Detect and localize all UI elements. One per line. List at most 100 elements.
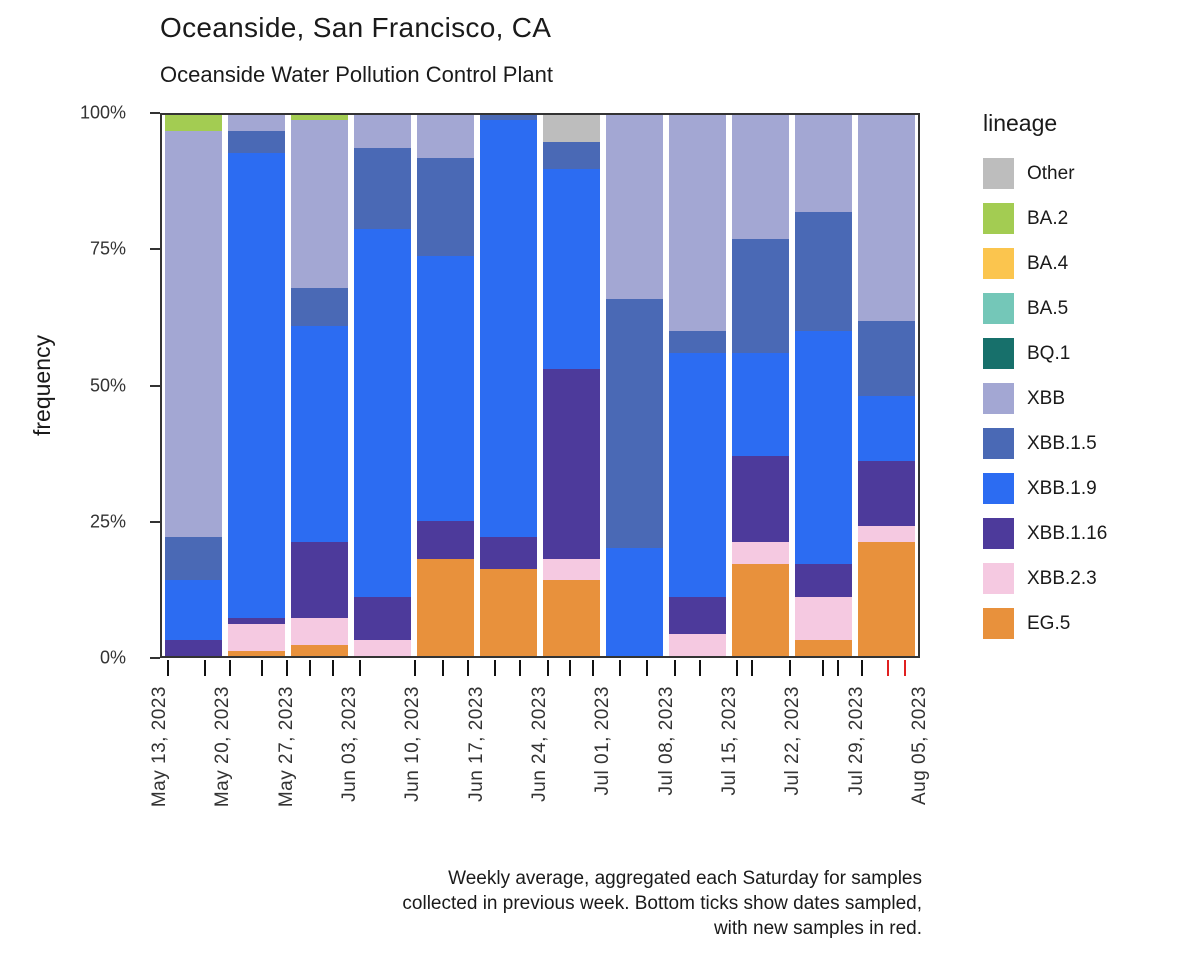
- legend-item-BA.2: BA.2: [983, 196, 1107, 241]
- sample-tick: [358, 660, 361, 676]
- sample-tick: [699, 660, 702, 676]
- bar-segment-XBB.1.16: [291, 542, 348, 619]
- y-tick-mark: [150, 384, 160, 387]
- x-tick-label: Jun 24, 2023: [529, 686, 550, 802]
- legend-swatch: [983, 428, 1014, 459]
- legend-item-XBB: XBB: [983, 376, 1107, 421]
- stacked-bar: [354, 115, 411, 656]
- bar-segment-XBB: [858, 115, 915, 321]
- stacked-bar: [543, 115, 600, 656]
- chart-subtitle: Oceanside Water Pollution Control Plant: [160, 62, 553, 87]
- legend-item-EG.5: EG.5: [983, 601, 1107, 646]
- bar-week-1: [162, 115, 225, 656]
- x-tick-label: Jul 01, 2023: [592, 686, 614, 796]
- legend-item-BA.5: BA.5: [983, 286, 1107, 331]
- x-tick-label: Jul 22, 2023: [782, 686, 804, 796]
- bar-week-2: [225, 115, 288, 656]
- bar-week-12: [855, 115, 918, 656]
- x-tick-label: Jun 17, 2023: [465, 686, 487, 802]
- bar-segment-XBB.1.9: [858, 396, 915, 462]
- x-tick-label: May 20, 2023: [212, 686, 234, 808]
- bar-segment-XBB.2.3: [291, 618, 348, 646]
- bar-week-9: [666, 115, 729, 656]
- stacked-bar: [606, 115, 663, 656]
- legend-items: Other BA.2 BA.4 BA.5 BQ.1 XBB XBB.1.5 XBB.1.9 XB…: [983, 151, 1107, 646]
- bar-segment-EG.5: [417, 558, 474, 656]
- bar-segment-XBB.1.16: [732, 455, 789, 543]
- bar-segment-EG.5: [480, 569, 537, 656]
- bar-segment-BA.2: [291, 115, 348, 121]
- bar-segment-EG.5: [858, 542, 915, 656]
- bar-segment-XBB.1.16: [480, 537, 537, 570]
- bar-segment-XBB: [228, 115, 285, 132]
- bar-segment-XBB: [354, 115, 411, 148]
- bar-week-11: [792, 115, 855, 656]
- bar-segment-XBB.2.3: [228, 623, 285, 651]
- legend-swatch: [983, 518, 1014, 549]
- legend-swatch: [983, 158, 1014, 189]
- legend-swatch: [983, 608, 1014, 639]
- y-tick-label: 50%: [89, 375, 126, 395]
- sample-tick: [466, 660, 469, 676]
- y-tick-label: 0%: [99, 647, 126, 668]
- legend-label: XBB.1.16: [1027, 522, 1108, 544]
- bar-segment-EG.5: [795, 639, 852, 656]
- bar-segment-EG.5: [228, 650, 285, 656]
- x-axis-labels: May 13, 2023 May 20, 2023 May 27, 2023 Jun …: [149, 686, 930, 866]
- bar-segment-XBB.2.3: [669, 634, 726, 656]
- sample-tick: [618, 660, 621, 676]
- x-tick-label: May 27, 2023: [275, 686, 297, 808]
- sample-tick: [519, 660, 522, 676]
- legend-item-XBB.1.5: XBB.1.5: [983, 421, 1107, 466]
- bar-segment-XBB.1.16: [228, 618, 285, 624]
- legend: lineage Other BA.2 BA.4 BA.5 BQ.1 XBB XBB.1.5 X…: [983, 110, 1107, 646]
- sample-tick: [821, 660, 824, 676]
- stacked-bar: [480, 115, 537, 656]
- caption-line: collected in previous week. Bottom ticks…: [402, 893, 922, 914]
- legend-label: Other: [1027, 162, 1075, 184]
- caption-line: Weekly average, aggregated each Saturday…: [448, 868, 922, 889]
- legend-swatch: [983, 383, 1014, 414]
- bar-week-3: [288, 115, 351, 656]
- sample-tick: [789, 660, 792, 676]
- bar-segment-XBB.1.16: [354, 596, 411, 640]
- bar-segment-XBB: [606, 115, 663, 299]
- legend-swatch: [983, 248, 1014, 279]
- legend-item-XBB.2.3: XBB.2.3: [983, 556, 1107, 601]
- sample-tick: [568, 660, 571, 676]
- y-tick-mark: [150, 112, 160, 114]
- bar-segment-EG.5: [543, 580, 600, 656]
- bar-segment-XBB.1.16: [795, 564, 852, 597]
- sample-tick: [592, 660, 595, 676]
- bar-segment-XBB: [732, 115, 789, 240]
- bar-segment-XBB.1.5: [228, 131, 285, 153]
- bar-segment-XBB.1.9: [228, 152, 285, 619]
- bar-segment-XBB.2.3: [732, 542, 789, 565]
- bar-week-10: [729, 115, 792, 656]
- legend-label: BQ.1: [1027, 342, 1071, 364]
- legend-swatch: [983, 293, 1014, 324]
- sample-tick: [285, 660, 288, 676]
- sample-tick: [167, 660, 170, 676]
- bar-segment-EG.5: [732, 564, 789, 656]
- sample-tick: [494, 660, 497, 676]
- bar-segment-XBB.1.5: [480, 115, 537, 121]
- legend-swatch: [983, 473, 1014, 504]
- y-axis-ticks: 0% 25% 50% 75% 100%: [0, 103, 160, 668]
- sample-tick: [228, 660, 231, 676]
- plot-area: [160, 113, 920, 658]
- y-tick-mark: [150, 248, 160, 251]
- bar-week-5: [414, 115, 477, 656]
- x-tick-label: Aug 05, 2023: [909, 686, 930, 806]
- sample-tick-new: [887, 660, 890, 676]
- legend-label: XBB.1.5: [1027, 432, 1097, 454]
- bar-segment-XBB: [165, 131, 222, 538]
- sample-tick: [260, 660, 263, 676]
- bar-segment-XBB.2.3: [795, 596, 852, 640]
- x-tick-label: Jun 03, 2023: [339, 686, 360, 802]
- bar-segment-XBB.1.16: [669, 596, 726, 635]
- bar-segment-XBB.1.5: [291, 288, 348, 327]
- legend-label: XBB: [1027, 387, 1066, 409]
- bar-segment-BA.2: [165, 115, 222, 132]
- sample-tick: [547, 660, 550, 676]
